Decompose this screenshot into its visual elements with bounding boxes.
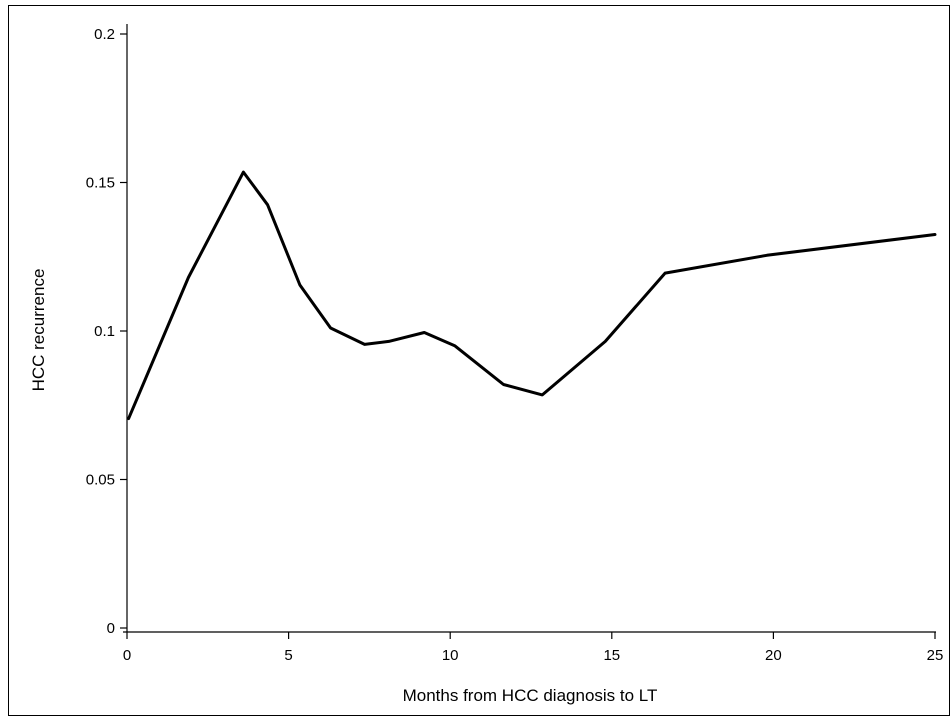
y-tick-label: 0.05 [86, 472, 115, 489]
axes [123, 24, 936, 633]
y-tick-label: 0.1 [94, 323, 115, 340]
series [127, 170, 937, 421]
y-tick-label: 0.2 [94, 26, 115, 43]
x-tick-label: 0 [123, 647, 131, 664]
x-tick-label: 10 [442, 647, 459, 664]
x-axis-title: Months from HCC diagnosis to LT [403, 686, 658, 705]
y-tick-label: 0.15 [86, 175, 115, 192]
chart-frame [8, 5, 950, 716]
ticks: 0 0.05 0.1 0.15 0.2 0 5 10 15 20 25 [86, 26, 944, 664]
x-tick-label: 25 [927, 647, 944, 664]
series-line [127, 170, 937, 421]
y-axis-title: HCC recurrence [29, 269, 48, 392]
x-tick-label: 5 [284, 647, 292, 664]
x-tick-label: 20 [765, 647, 782, 664]
x-tick-label: 15 [603, 647, 620, 664]
y-tick-label: 0 [107, 620, 115, 637]
